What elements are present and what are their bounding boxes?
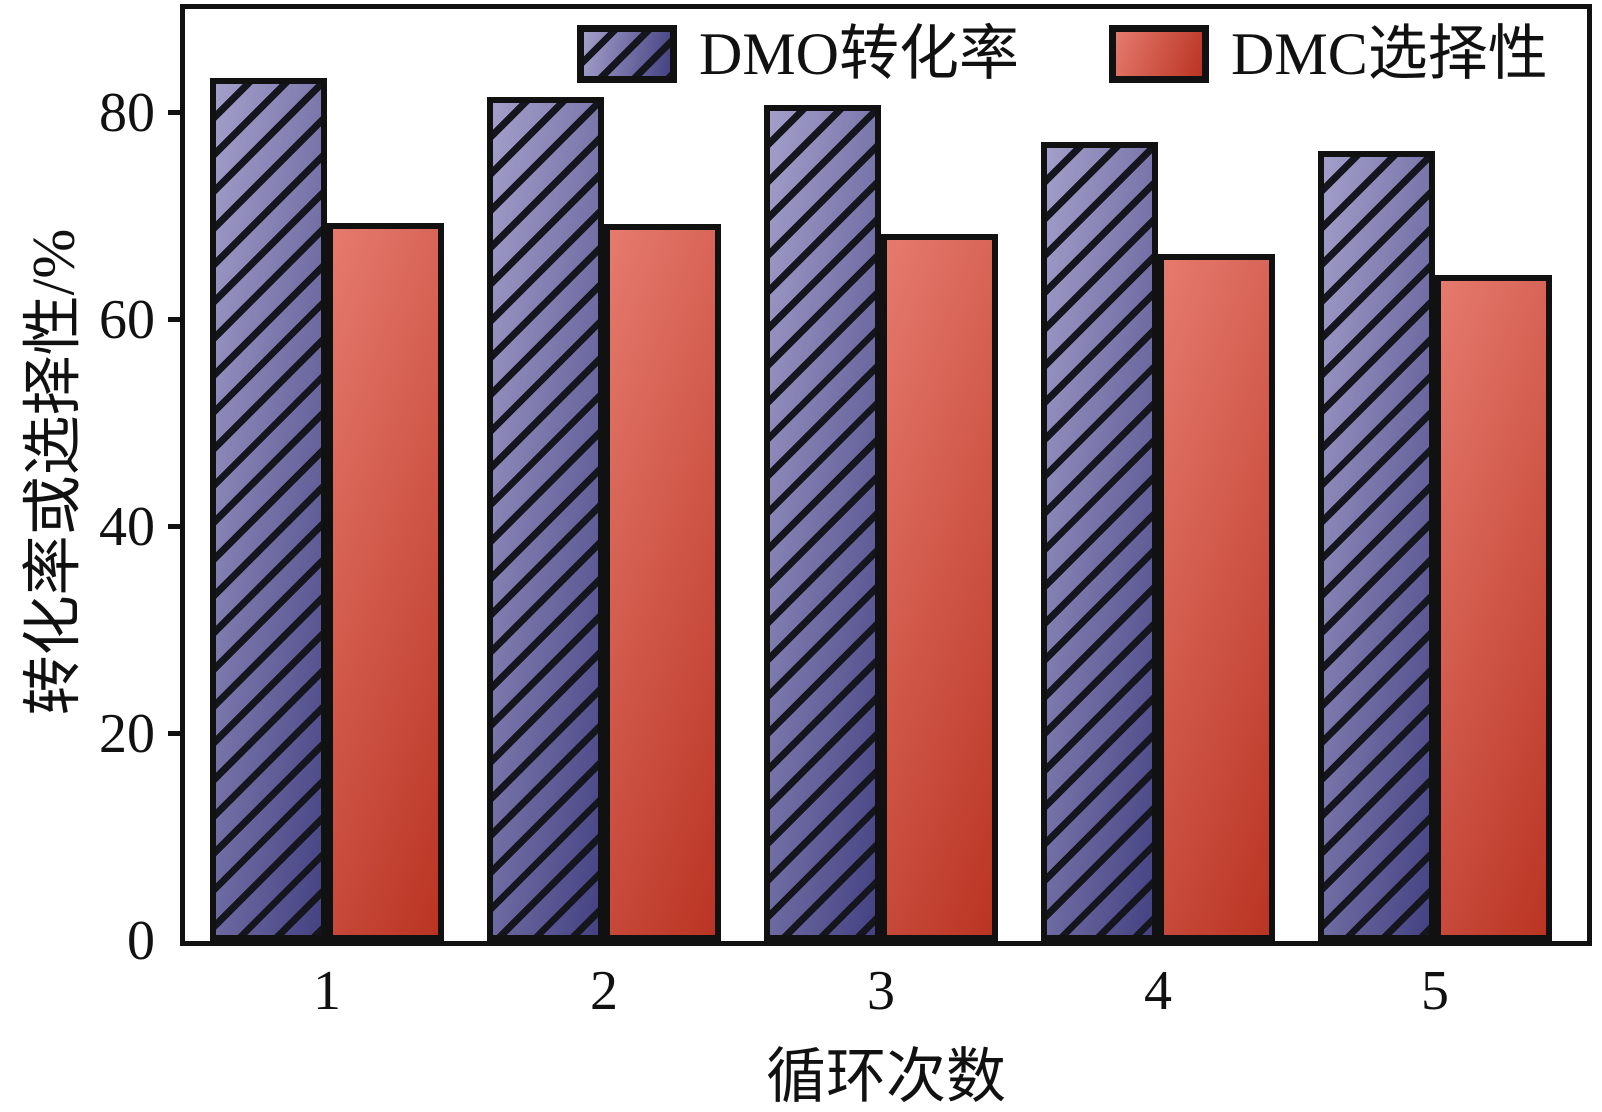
bar-dmo-conversion-cycle-3 (764, 105, 881, 941)
x-tick-label-5: 5 (1421, 960, 1449, 1022)
y-tick-40 (168, 524, 180, 530)
bar-dmc-selectivity-cycle-1 (327, 223, 444, 941)
legend-label-dmo-conversion: DMO转化率 (699, 21, 1020, 87)
plot-area: DMO转化率 DMC选择性 1 2 3 4 5 0 20 40 60 80 (99, 4, 1592, 1022)
y-tick-80 (168, 110, 180, 116)
bar-dmo-conversion-cycle-4 (1041, 142, 1158, 941)
legend-swatch-dmo-conversion (577, 25, 677, 83)
x-tick-label-4: 4 (1144, 960, 1172, 1022)
y-tick-label-80: 80 (99, 81, 155, 144)
x-tick-label-1: 1 (313, 960, 341, 1022)
y-tick-label-20: 20 (99, 702, 155, 765)
y-tick-20 (168, 731, 180, 737)
x-tick-label-3: 3 (867, 960, 895, 1022)
bar-dmc-selectivity-cycle-3 (881, 234, 998, 941)
y-tick-label-40: 40 (99, 495, 155, 558)
bar-dmc-selectivity-cycle-4 (1158, 254, 1275, 941)
y-tick-label-0: 0 (127, 910, 155, 972)
legend-label-dmc-selectivity: DMC选择性 (1231, 21, 1548, 87)
bar-dmo-conversion-cycle-1 (210, 78, 327, 941)
bar-dmc-selectivity-cycle-2 (604, 224, 721, 941)
legend-swatch-dmc-selectivity (1109, 25, 1210, 83)
legend: DMO转化率 DMC选择性 (577, 23, 1548, 85)
bar-dmo-conversion-cycle-2 (487, 97, 604, 941)
bar-dmo-conversion-cycle-5 (1318, 151, 1435, 941)
x-tick-label-2: 2 (590, 960, 618, 1022)
y-tick-label-60: 60 (99, 288, 155, 351)
x-axis-title: 循环次数 (766, 1044, 1006, 1110)
y-tick-60 (168, 317, 180, 323)
bar-dmc-selectivity-cycle-5 (1435, 275, 1552, 941)
